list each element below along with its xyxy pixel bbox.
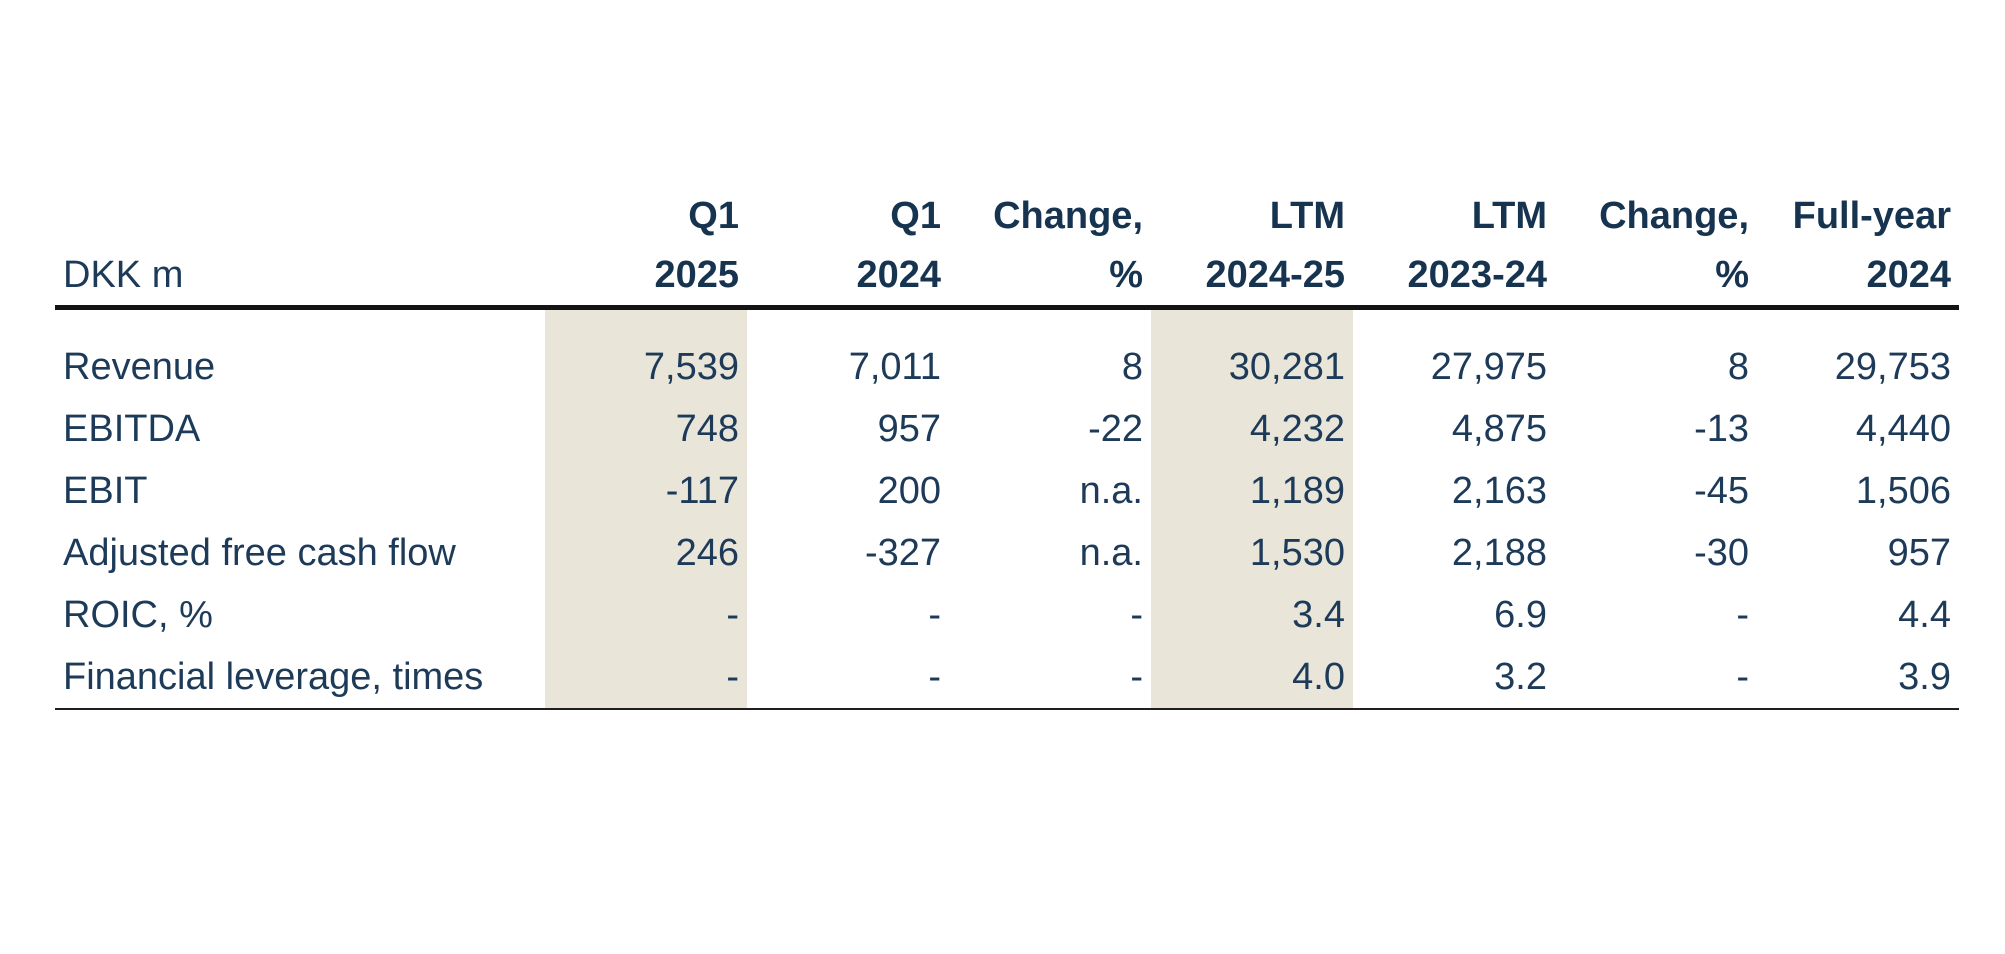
spacer-row (55, 307, 1959, 336)
table-cell: 1,530 (1151, 522, 1353, 584)
column-header: LTM (1471, 194, 1547, 237)
table-header: Q1 Q1 Change, LTM LTM Change, Full-year … (55, 187, 1959, 310)
table-cell: - (928, 593, 941, 636)
table-row: Adjusted free cash flow 246 -327 n.a. 1,… (55, 522, 1959, 584)
table-row: Financial leverage, times - - - 4.0 3.2 … (55, 646, 1959, 710)
table-cell: 8 (1121, 345, 1143, 388)
table-cell: -30 (1694, 531, 1749, 574)
table-cell: -45 (1694, 469, 1749, 512)
table-cell: 1,506 (1855, 469, 1951, 512)
table-cell: 29,753 (1834, 345, 1951, 388)
table-cell: - (1555, 646, 1757, 710)
key-figures-table: Q1 Q1 Change, LTM LTM Change, Full-year … (55, 187, 1959, 710)
column-header: % (949, 245, 1151, 310)
table-cell: -117 (545, 460, 747, 522)
column-header: LTM (1269, 194, 1345, 237)
table-cell: -13 (1694, 407, 1749, 450)
row-label: EBIT (63, 469, 148, 512)
table-cell: 7,011 (848, 345, 941, 388)
header-spacer (55, 187, 545, 245)
table-cell: - (949, 646, 1151, 710)
table-row: EBIT -117 200 n.a. 1,189 2,163 -45 1,506 (55, 460, 1959, 522)
row-label: Financial leverage, times (55, 646, 545, 710)
row-label: Revenue (63, 345, 216, 388)
table-cell: 200 (877, 469, 941, 512)
table-cell: - (1736, 593, 1749, 636)
table-cell: n.a. (1079, 469, 1143, 512)
table-cell: - (1130, 593, 1143, 636)
table-cell: n.a. (1079, 531, 1143, 574)
column-header: 2024 (1757, 245, 1959, 310)
table-cell: - (545, 646, 747, 710)
column-header: 2025 (545, 245, 747, 310)
table-cell: 4,232 (1151, 398, 1353, 460)
table-cell: 4.4 (1898, 593, 1951, 636)
table-cell: 1,189 (1151, 460, 1353, 522)
table-header-row-2: DKK m 2025 2024 % 2024-25 2023-24 % 2024 (55, 245, 1959, 310)
table-row: EBITDA 748 957 -22 4,232 4,875 -13 4,440 (55, 398, 1959, 460)
table-cell: - (747, 646, 949, 710)
table-cell: 27,975 (1430, 345, 1547, 388)
table-cell: 30,281 (1151, 336, 1353, 398)
table-cell: 3.2 (1353, 646, 1555, 710)
column-header: Q1 (688, 194, 739, 237)
table-cell: 957 (877, 407, 941, 450)
row-label: ROIC, % (63, 593, 213, 636)
table-body: Revenue 7,539 7,011 8 30,281 27,975 8 29… (55, 307, 1959, 710)
column-header: 2023-24 (1353, 245, 1555, 310)
table-cell: 3.4 (1151, 584, 1353, 646)
table-cell: 4.0 (1151, 646, 1353, 710)
table-cell: 3.9 (1757, 646, 1959, 710)
column-header: 2024-25 (1151, 245, 1353, 310)
table-row: Revenue 7,539 7,011 8 30,281 27,975 8 29… (55, 336, 1959, 398)
table-cell: 2,163 (1451, 469, 1547, 512)
table-cell: -327 (864, 531, 941, 574)
column-header: Change, (993, 194, 1143, 237)
column-header: Change, (1599, 194, 1749, 237)
table-cell: 7,539 (545, 336, 747, 398)
row-label: Adjusted free cash flow (63, 531, 456, 574)
table-cell: 246 (545, 522, 747, 584)
table-row: ROIC, % - - - 3.4 6.9 - 4.4 (55, 584, 1959, 646)
column-header: 2024 (747, 245, 949, 310)
table-header-row-1: Q1 Q1 Change, LTM LTM Change, Full-year (55, 187, 1959, 245)
table-cell: 2,188 (1451, 531, 1547, 574)
table-cell: -22 (1088, 407, 1143, 450)
column-header: Full-year (1792, 194, 1951, 237)
table-cell: 4,875 (1451, 407, 1547, 450)
table-cell: 957 (1887, 531, 1951, 574)
table-cell: 748 (545, 398, 747, 460)
row-label: EBITDA (63, 407, 201, 450)
table-cell: 4,440 (1855, 407, 1951, 450)
table-cell: 6.9 (1494, 593, 1547, 636)
table-cell: - (545, 584, 747, 646)
unit-label: DKK m (55, 245, 545, 310)
column-header: Q1 (890, 194, 941, 237)
column-header: % (1555, 245, 1757, 310)
table-cell: 8 (1727, 345, 1749, 388)
